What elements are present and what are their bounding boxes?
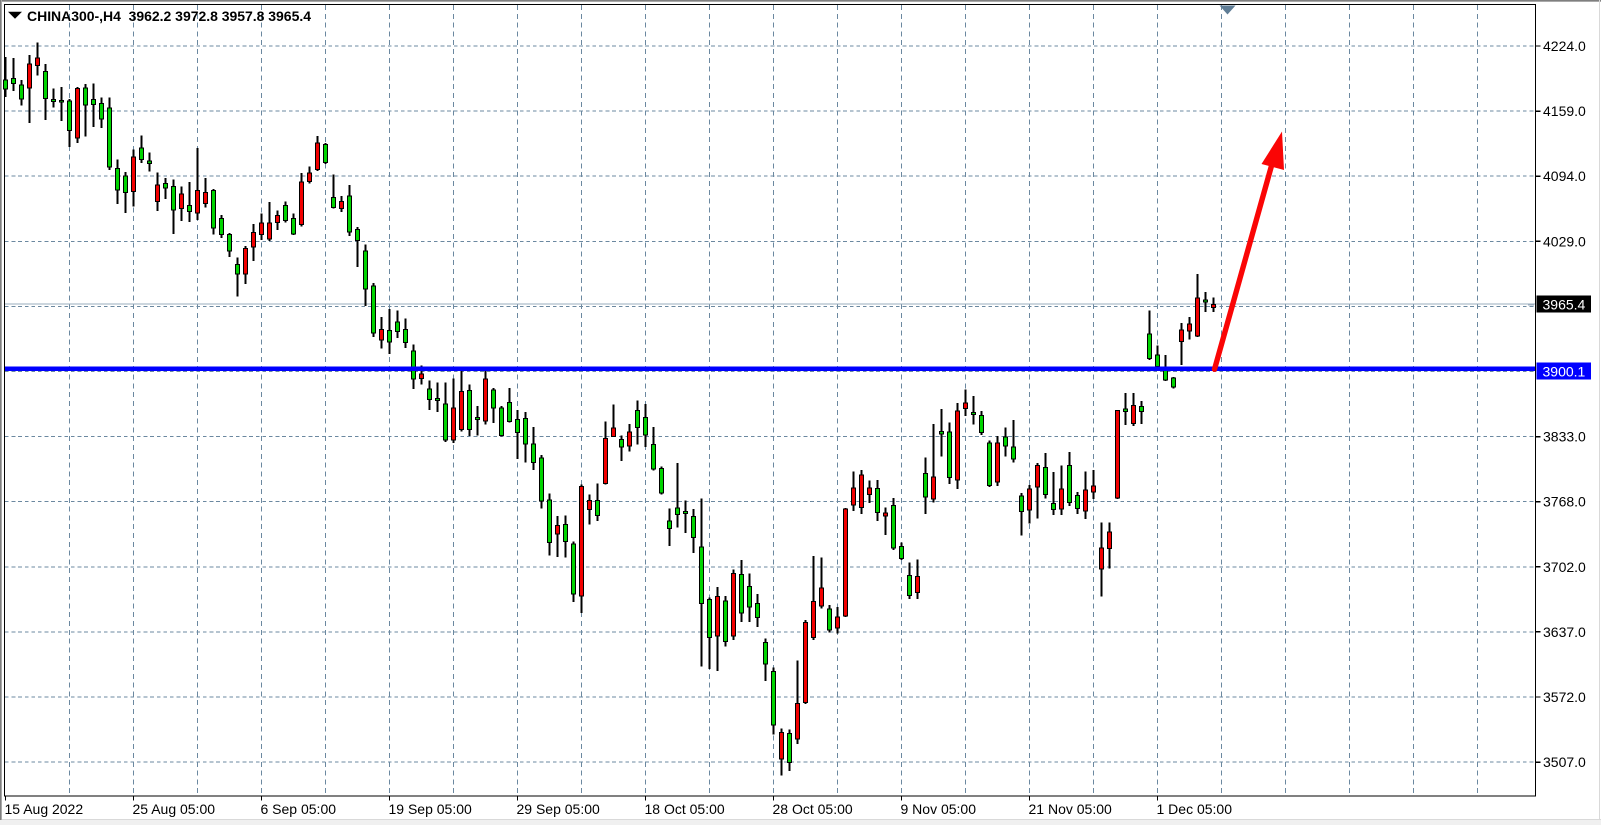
svg-text:3637.0: 3637.0 [1543,624,1586,640]
svg-text:18 Oct 05:00: 18 Oct 05:00 [645,801,725,817]
svg-text:3768.0: 3768.0 [1543,494,1586,510]
svg-text:21 Nov 05:00: 21 Nov 05:00 [1029,801,1112,817]
svg-text:29 Sep 05:00: 29 Sep 05:00 [517,801,601,817]
svg-text:6 Sep 05:00: 6 Sep 05:00 [261,801,337,817]
svg-text:25 Aug 05:00: 25 Aug 05:00 [133,801,216,817]
svg-text:4159.0: 4159.0 [1543,103,1586,119]
svg-text:15 Aug 2022: 15 Aug 2022 [5,801,84,817]
svg-text:3702.0: 3702.0 [1543,559,1586,575]
svg-text:3572.0: 3572.0 [1543,689,1586,705]
svg-text:4029.0: 4029.0 [1543,233,1586,249]
svg-text:4224.0: 4224.0 [1543,38,1586,54]
svg-text:3900.1: 3900.1 [1543,364,1586,380]
svg-text:3965.4: 3965.4 [1543,297,1586,313]
svg-text:3507.0: 3507.0 [1543,754,1586,770]
svg-text:3833.0: 3833.0 [1543,429,1586,445]
svg-text:CHINA300-,H4 3962.2 3972.8 39: CHINA300-,H4 3962.2 3972.8 3957.8 3965.4 [27,8,311,24]
svg-text:1 Dec 05:00: 1 Dec 05:00 [1157,801,1233,817]
svg-text:4094.0: 4094.0 [1543,168,1586,184]
svg-text:9 Nov 05:00: 9 Nov 05:00 [901,801,977,817]
svg-text:19 Sep 05:00: 19 Sep 05:00 [389,801,473,817]
svg-text:28 Oct 05:00: 28 Oct 05:00 [773,801,853,817]
